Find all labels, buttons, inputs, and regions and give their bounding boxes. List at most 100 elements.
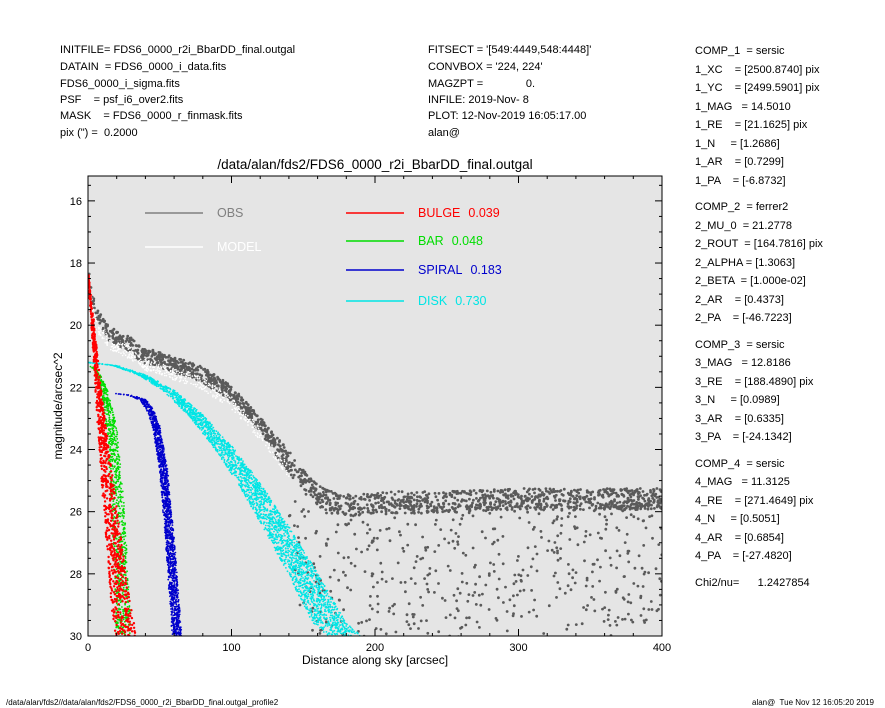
disk-point [307,593,310,596]
disk-point [275,536,277,538]
obs-point [349,506,352,510]
obs-point [149,357,152,361]
obs-point [534,495,538,498]
obs-point [569,505,573,509]
param-line: 2_MU_0 = 21.2778 [695,219,792,232]
obs-point [632,499,636,502]
obs-point [412,613,416,616]
obs-point [421,604,425,607]
obs-point [599,536,602,540]
obs-point [368,618,371,621]
disk-point [298,557,301,560]
obs-point [425,638,428,641]
disk-point [269,520,272,523]
obs-point [623,541,627,544]
obs-point [601,493,605,497]
obs-point [556,534,560,538]
obs-point [533,545,537,548]
model-point [242,411,245,414]
disk-point [317,586,320,589]
obs-point [304,492,308,496]
disk-point [305,566,307,569]
disk-point [335,612,337,614]
obs-point [530,495,534,498]
obs-point [105,329,108,332]
obs-point [643,493,646,497]
obs-point [560,504,563,507]
disk-point [340,620,343,623]
model-point [252,420,255,423]
obs-point [168,360,172,364]
disk-point [274,549,277,552]
disk-point [338,626,340,628]
param-line: COMP_1 = sersic [695,45,785,57]
obs-point [608,487,612,491]
disk-point [221,451,224,454]
disk-point [239,475,242,478]
obs-point [463,490,466,493]
obs-point [489,490,493,494]
obs-point [325,544,328,547]
obs-point [310,483,314,487]
obs-point [471,594,475,597]
obs-point [285,455,288,459]
disk-point [315,623,318,625]
disk-point [317,574,320,577]
disk-point [295,557,297,560]
obs-point [484,536,487,540]
param-line: 4_N = [0.5051] [695,513,780,525]
model-point [105,338,108,341]
obs-point [157,351,161,354]
obs-point [640,503,644,506]
disk-point [258,518,260,520]
disk-point [303,552,306,554]
disk-point [248,486,251,489]
obs-point [313,493,317,496]
disk-point [212,446,215,449]
model-point [185,375,187,378]
obs-point [636,517,640,521]
obs-point [299,480,302,484]
param-line: COMP_3 = sersic [695,338,785,351]
obs-point [337,497,341,500]
obs-point [632,515,636,519]
obs-point [492,488,496,491]
disk-point [321,628,324,630]
obs-point [601,607,604,611]
model-point [153,362,155,365]
model-point [212,394,214,397]
disk-point [320,611,323,614]
disk-point [325,607,327,609]
model-point [233,407,236,410]
obs-point [393,499,397,503]
obs-point [153,357,157,360]
obs-point [544,502,548,506]
obs-point [305,474,309,477]
obs-point [516,593,519,597]
obs-point [584,584,588,588]
disk-point [323,597,325,599]
model-point [99,331,101,333]
obs-point [187,362,190,365]
disk-point [297,566,299,569]
obs-point [622,501,625,505]
model-point [100,327,102,329]
header-mid-line: FITSECT = '[549:4449,548:4448]' [428,44,592,56]
obs-point [196,368,200,372]
obs-point [402,549,406,553]
obs-point [291,476,295,480]
obs-point [497,577,501,581]
model-point [92,309,94,312]
obs-point [111,329,114,333]
obs-point [241,398,245,402]
obs-point [380,570,384,574]
obs-point [311,628,314,632]
model-point [158,371,161,374]
disk-point [313,622,316,625]
disk-point [219,447,221,450]
obs-point [520,504,524,508]
obs-point [280,449,284,453]
obs-point [439,528,443,531]
obs-point [241,402,245,405]
header-left-line: pix (") = 0.2000 [60,127,138,139]
